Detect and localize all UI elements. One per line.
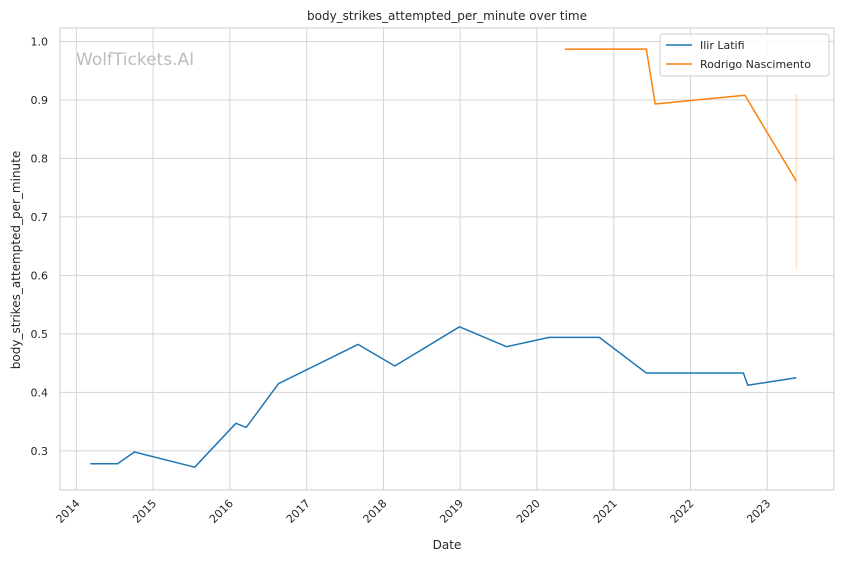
x-tick-label: 2018 bbox=[361, 497, 390, 526]
x-tick-label: 2019 bbox=[437, 497, 466, 526]
y-tick-label: 0.7 bbox=[31, 211, 49, 224]
y-tick-label: 0.6 bbox=[31, 269, 49, 282]
legend: Ilir Latifi Rodrigo Nascimento bbox=[659, 33, 830, 77]
x-tick-label: 2021 bbox=[591, 497, 620, 526]
y-tick-label: 1.0 bbox=[31, 35, 49, 48]
gridlines bbox=[60, 28, 834, 490]
x-tick-label: 2015 bbox=[130, 497, 159, 526]
legend-box bbox=[659, 33, 830, 77]
y-axis-title: body_strikes_attempted_per_minute bbox=[9, 151, 23, 369]
x-tick-label: 2022 bbox=[668, 497, 697, 526]
x-tick-label: 2023 bbox=[744, 497, 773, 526]
y-axis-ticks: 0.3 0.4 0.5 0.6 0.7 0.8 0.9 1.0 bbox=[31, 35, 49, 457]
legend-label-rodrigo-nascimento: Rodrigo Nascimento bbox=[700, 58, 811, 71]
y-tick-label: 0.9 bbox=[31, 94, 49, 107]
legend-label-ilir-latifi: Ilir Latifi bbox=[700, 39, 745, 52]
x-tick-label: 2016 bbox=[207, 497, 236, 526]
y-tick-label: 0.8 bbox=[31, 152, 49, 165]
series-line-ilir-latifi bbox=[90, 326, 797, 468]
watermark: WolfTickets.AI bbox=[76, 50, 194, 70]
y-tick-label: 0.4 bbox=[31, 386, 49, 399]
x-axis-ticks: 2014 2015 2016 2017 2018 2019 2020 2021 2022 2023 bbox=[54, 497, 774, 526]
series-line-rodrigo-nascimento bbox=[564, 48, 798, 182]
x-tick-label: 2014 bbox=[54, 497, 83, 526]
series-lines bbox=[90, 48, 798, 468]
plot-area bbox=[59, 27, 835, 491]
x-tick-label: 2020 bbox=[514, 497, 543, 526]
chart-title: body_strikes_attempted_per_minute over t… bbox=[307, 9, 587, 23]
x-axis-title: Date bbox=[433, 538, 462, 552]
y-tick-label: 0.3 bbox=[31, 445, 49, 458]
y-tick-label: 0.5 bbox=[31, 328, 49, 341]
x-tick-label: 2017 bbox=[284, 497, 313, 526]
